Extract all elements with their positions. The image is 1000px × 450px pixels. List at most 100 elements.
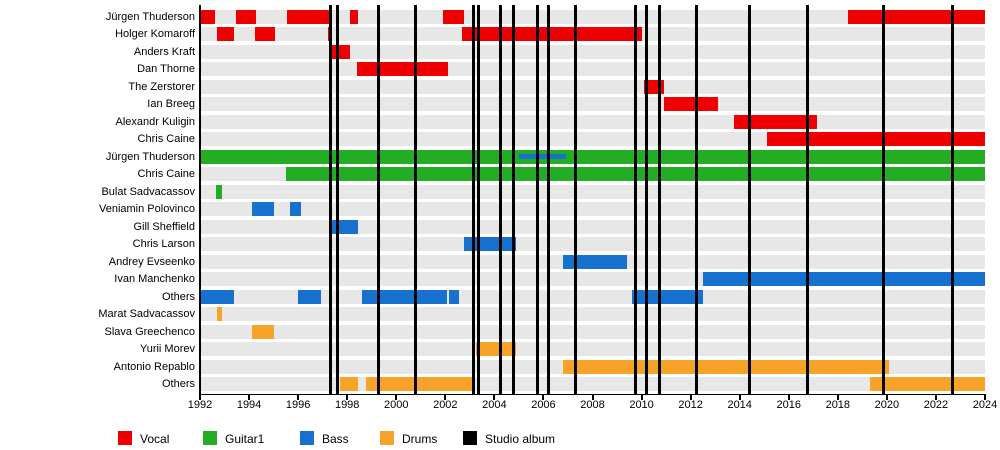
timeline-bar-bass <box>448 289 459 304</box>
timeline-bar-bass <box>361 289 447 304</box>
x-axis-tick-label: 2006 <box>531 399 556 411</box>
timeline-bar-vocal <box>235 10 257 24</box>
x-axis-tick-label: 2024 <box>972 399 998 411</box>
timeline-bar-bass <box>298 289 322 304</box>
timeline-bar-vocal <box>847 10 985 24</box>
timeline-bar-drums <box>217 307 223 322</box>
studio-album-line <box>644 5 648 394</box>
row-label-vocal: The Zerstorer <box>128 80 195 93</box>
row-label-drums: Marat Sadvacassov <box>98 308 195 321</box>
timeline-bar-bass <box>200 289 235 304</box>
row-background-band <box>200 307 985 322</box>
row-background-band <box>200 114 985 129</box>
x-axis-tick <box>395 395 398 400</box>
x-axis-tick-label: 2022 <box>923 399 949 411</box>
row-label-vocal: Holger Komaroff <box>115 28 195 41</box>
x-axis-tick <box>885 395 888 400</box>
row-background-band <box>200 62 985 77</box>
row-label-bass: Andrey Evseenko <box>108 255 195 268</box>
x-axis-tick-label: 1994 <box>236 399 262 411</box>
timeline-bar-drums <box>869 376 985 391</box>
row-background-band <box>200 376 985 391</box>
studio-album-line <box>805 5 809 394</box>
x-axis-tick-label: 1996 <box>285 399 311 411</box>
x-axis-tick-label: 2000 <box>384 399 409 411</box>
x-axis-tick <box>297 395 300 400</box>
row-label-guitar: Bulat Sadvacassov <box>101 185 195 198</box>
studio-album-line <box>574 5 578 394</box>
timeline-bar-vocal <box>255 27 275 42</box>
legend-item-guitar: Guitar1 <box>203 431 323 446</box>
timeline-overlay-bar-bass <box>518 154 566 160</box>
studio-album-line <box>547 5 551 394</box>
timeline-bar-vocal <box>663 97 718 112</box>
timeline-bar-vocal <box>733 114 817 129</box>
timeline-bar-guitar <box>215 184 223 199</box>
timeline-bar-drums <box>475 342 517 357</box>
timeline-bar-vocal <box>200 10 215 24</box>
x-axis-tick-label: 2008 <box>580 399 605 411</box>
legend-swatch-bass <box>300 431 314 445</box>
row-label-guitar: Jürgen Thuderson <box>105 150 195 163</box>
row-label-bass: Others <box>161 290 195 303</box>
x-axis-tick <box>346 395 349 400</box>
x-axis-tick <box>738 395 741 400</box>
x-axis-tick <box>542 395 545 400</box>
x-axis-tick <box>984 395 986 400</box>
timeline-bar-bass <box>702 272 985 287</box>
x-axis-tick-label: 2002 <box>433 399 458 411</box>
studio-album-line <box>695 5 698 394</box>
studio-album-line <box>328 5 332 394</box>
x-axis-tick-label: 2016 <box>776 399 801 411</box>
row-label-drums: Yurii Morev <box>139 343 195 356</box>
x-axis-tick <box>836 395 839 400</box>
timeline-bar-drums <box>339 376 359 391</box>
row-background-band <box>200 342 985 357</box>
x-axis-tick <box>787 395 790 400</box>
row-label-vocal: Chris Caine <box>137 133 195 146</box>
x-axis-tick-label: 2014 <box>727 399 752 411</box>
x-axis-tick-label: 2012 <box>678 399 703 411</box>
timeline-bar-drums <box>365 376 474 391</box>
timeline-bar-vocal <box>357 62 448 77</box>
x-axis-tick-label: 2018 <box>825 399 851 411</box>
timeline-bar-vocal <box>766 132 985 147</box>
studio-album-line <box>335 5 339 394</box>
timeline-bar-vocal <box>349 10 359 24</box>
legend-label-drums: Drums <box>402 432 438 446</box>
timeline-bar-bass <box>330 219 359 234</box>
studio-album-line <box>634 5 638 394</box>
x-axis-tick <box>640 395 643 400</box>
studio-album-line <box>951 5 955 394</box>
row-label-bass: Ivan Manchenko <box>114 273 195 286</box>
studio-album-line <box>748 5 751 394</box>
x-axis-tick <box>444 395 447 400</box>
row-label-drums: Others <box>161 377 195 390</box>
timeline-bar-vocal <box>442 10 464 24</box>
legend-label-bass: Bass <box>322 432 349 446</box>
row-label-drums: Antonio Repablo <box>113 360 195 373</box>
row-label-vocal: Alexandr Kuligin <box>115 115 196 128</box>
x-axis-tick <box>591 395 594 400</box>
timeline-bar-bass <box>463 237 517 252</box>
row-background-band <box>200 97 985 112</box>
timeline-bar-vocal <box>217 27 235 42</box>
timeline-bar-bass <box>251 202 274 217</box>
row-background-band <box>200 44 985 59</box>
timeline-bar-drums <box>251 324 274 339</box>
row-background-band <box>200 10 985 24</box>
timeline-bar-bass <box>563 254 627 269</box>
legend-item-vocal: Vocal <box>118 431 238 446</box>
row-label-vocal: Dan Thorne <box>137 63 195 76</box>
row-label-drums: Slava Greechenco <box>104 325 196 338</box>
legend-label-guitar: Guitar1 <box>225 432 265 446</box>
x-axis-tick <box>493 395 496 400</box>
legend-swatch-guitar <box>203 431 217 445</box>
x-axis-tick-label: 1998 <box>334 399 360 411</box>
row-background-band <box>200 184 985 199</box>
timeline-bar-vocal <box>287 10 330 24</box>
legend-item-drums: Drums <box>380 431 500 446</box>
x-axis-tick-label: 2020 <box>874 399 900 411</box>
row-background-band <box>200 79 985 94</box>
